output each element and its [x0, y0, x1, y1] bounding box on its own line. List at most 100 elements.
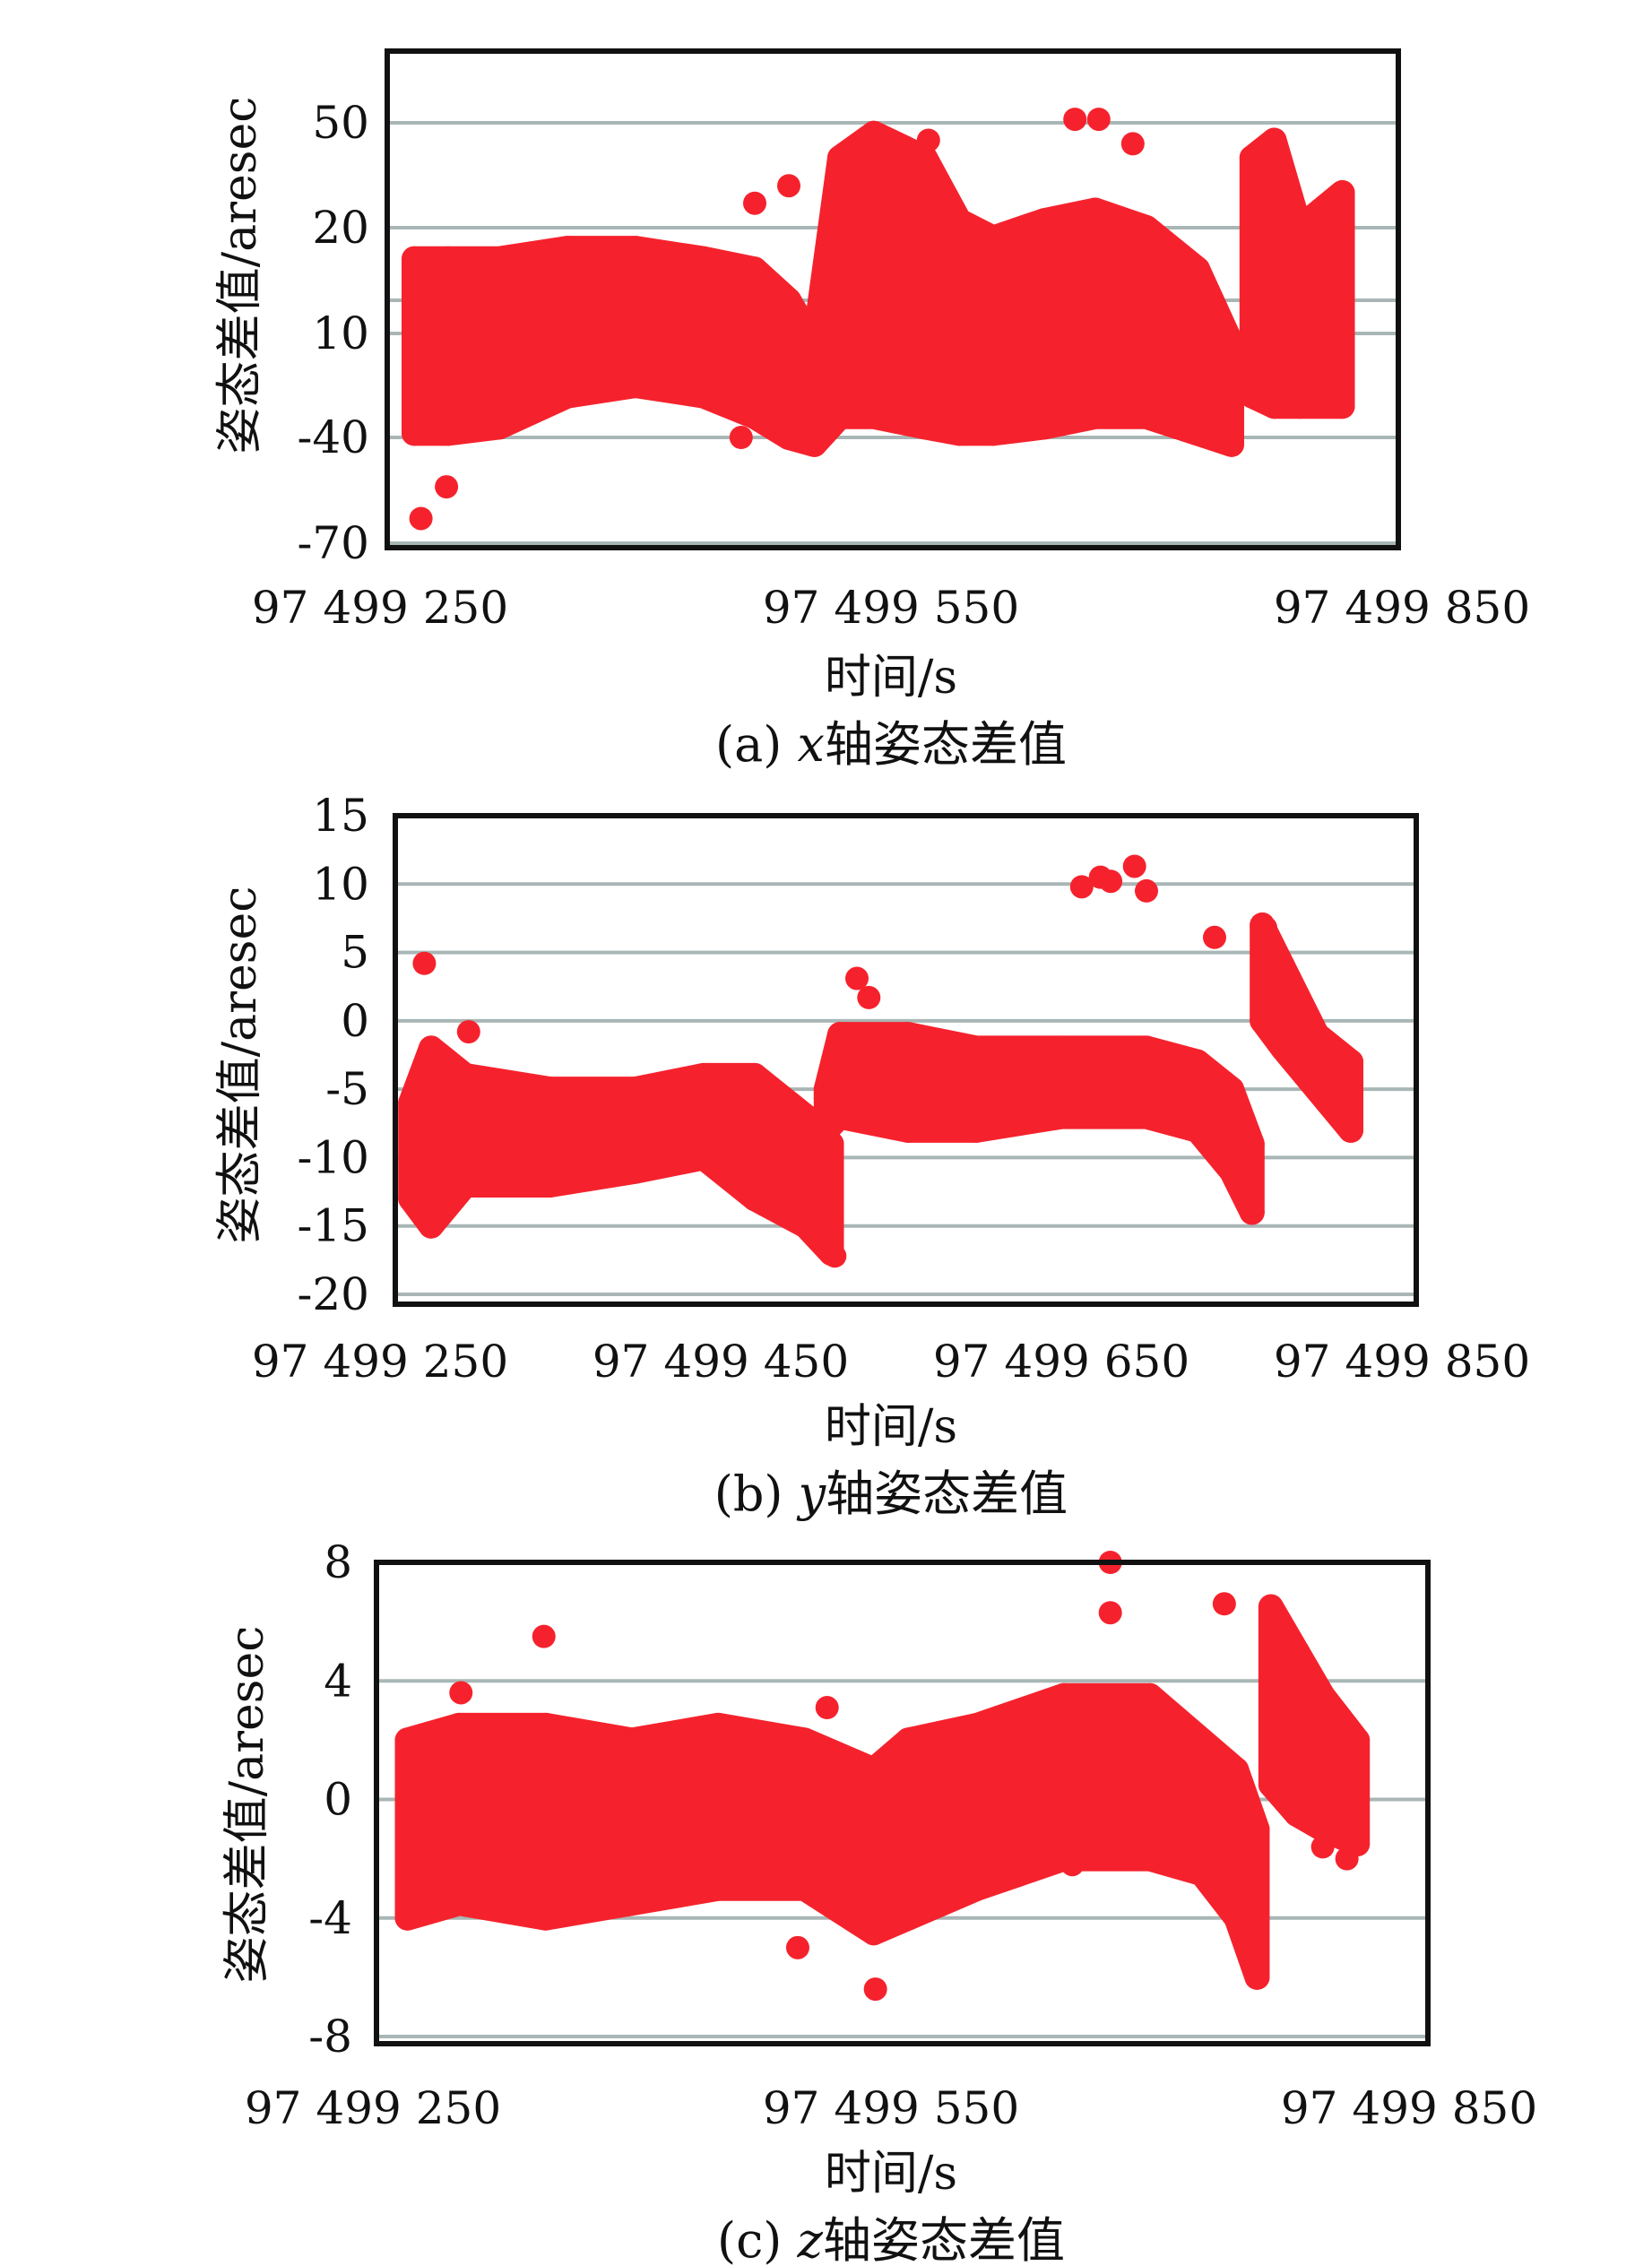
- data-point: [1329, 180, 1355, 205]
- y-axis-title: 姿态差值/aresec: [221, 1626, 274, 1984]
- data-point: [1258, 1594, 1284, 1620]
- chart-caption: (c) z轴姿态差值: [717, 2212, 1065, 2266]
- data-point: [1203, 925, 1226, 949]
- data-point: [623, 1077, 648, 1103]
- caption-axis-variable: x: [798, 716, 825, 773]
- y-tick-label: 8: [324, 1536, 352, 1588]
- y-tick-label: -4: [308, 1892, 352, 1944]
- data-point: [1185, 420, 1210, 446]
- data-point: [1098, 1601, 1122, 1625]
- data-point: [1219, 1077, 1244, 1103]
- point-cluster: [1239, 127, 1355, 419]
- data-point: [412, 951, 437, 975]
- chart-caption: (b) y轴姿态差值: [714, 1466, 1068, 1522]
- data-point: [1219, 1158, 1244, 1184]
- data-point: [793, 1103, 818, 1129]
- y-tick-label: 10: [312, 307, 369, 359]
- data-point: [813, 1077, 839, 1103]
- data-point: [742, 1062, 767, 1088]
- x-tick-label: 97 499 450: [592, 1336, 849, 1388]
- data-point: [1310, 1835, 1335, 1859]
- data-point: [1219, 431, 1244, 457]
- data-point: [1310, 1682, 1336, 1708]
- data-point: [1310, 1816, 1336, 1842]
- data-point: [776, 288, 801, 313]
- data-point: [791, 1727, 817, 1753]
- data-point: [895, 1117, 921, 1143]
- caption-prefix: (b): [714, 1466, 799, 1522]
- data-point: [1049, 1103, 1074, 1129]
- data-point: [1270, 1035, 1295, 1061]
- y-tick-label: 15: [312, 790, 369, 842]
- data-point: [827, 1103, 852, 1129]
- data-point: [555, 236, 580, 262]
- data-point: [1083, 197, 1108, 223]
- data-point: [705, 1712, 731, 1738]
- data-point: [1189, 1727, 1215, 1753]
- data-point: [1120, 132, 1145, 156]
- data-point: [1051, 1682, 1077, 1708]
- data-point: [1134, 215, 1159, 240]
- data-point: [1185, 1049, 1210, 1075]
- y-tick-label: 10: [312, 858, 369, 910]
- data-point: [532, 1624, 556, 1648]
- data-point: [402, 420, 427, 446]
- data-point: [1134, 1035, 1159, 1061]
- data-point: [419, 1035, 444, 1061]
- data-point: [1224, 1757, 1250, 1783]
- data-point: [1069, 875, 1094, 899]
- data-point: [1335, 1847, 1359, 1871]
- data-point: [623, 236, 648, 262]
- y-axis-title: 姿态差值/aresec: [213, 97, 267, 454]
- data-point: [1135, 878, 1158, 903]
- data-point: [981, 420, 1006, 446]
- chart-x: 50 20 10 -40 -70 97 499 250 97 499 550 97 499 8…: [213, 48, 1530, 773]
- x-axis-title: 时间/s: [825, 1400, 957, 1454]
- data-point: [1185, 1117, 1210, 1143]
- data-point: [1032, 208, 1057, 234]
- data-point: [791, 1875, 817, 1901]
- plot-frame: [385, 48, 1401, 550]
- data-point: [793, 1213, 818, 1239]
- caption-axis-variable: z: [797, 2212, 824, 2266]
- data-point: [1083, 403, 1108, 429]
- data-point: [1060, 1853, 1085, 1877]
- x-axis-title: 时间/s: [825, 651, 957, 705]
- chart-caption: (a) x轴姿态差值: [715, 716, 1067, 773]
- data-point: [532, 1905, 558, 1931]
- data-point: [1239, 145, 1265, 170]
- x-tick-label: 97 499 250: [252, 1336, 508, 1388]
- data-point: [398, 1090, 424, 1116]
- chart-z: 8 4 0 -4 -8 97 499 250 97 499 550 97 499 850 时间/…: [221, 1536, 1537, 2266]
- data-point: [623, 1158, 648, 1184]
- data-point: [691, 1145, 716, 1171]
- y-tick-label: 4: [324, 1655, 352, 1707]
- point-cluster: [1258, 1594, 1371, 1857]
- data-point: [1032, 414, 1057, 440]
- data-point: [1134, 403, 1159, 429]
- y-tick-label: -5: [325, 1063, 369, 1115]
- y-tick-label: -8: [308, 2011, 352, 2063]
- plot-frame: [374, 1560, 1431, 2046]
- x-tick-label: 97 499 850: [1274, 582, 1530, 634]
- data-point: [895, 1727, 921, 1753]
- data-point: [1338, 1117, 1363, 1143]
- data-point: [1239, 1199, 1265, 1225]
- point-cluster: [402, 120, 1244, 457]
- data-point: [1329, 394, 1355, 419]
- data-point: [895, 1905, 921, 1931]
- data-point: [538, 1172, 563, 1198]
- data-point: [1244, 1816, 1270, 1842]
- data-point: [1049, 1035, 1074, 1061]
- caption-prefix: (a): [715, 716, 798, 773]
- data-point: [827, 1022, 852, 1048]
- data-point: [742, 403, 767, 429]
- data-point: [1284, 1639, 1310, 1665]
- data-point: [1284, 1802, 1310, 1828]
- point-cluster: [394, 1682, 1270, 1990]
- data-point: [394, 1727, 420, 1753]
- caption-suffix: 轴姿态差值: [826, 1466, 1068, 1522]
- data-point: [729, 426, 753, 449]
- data-point: [1304, 1077, 1329, 1103]
- data-point: [453, 1172, 478, 1198]
